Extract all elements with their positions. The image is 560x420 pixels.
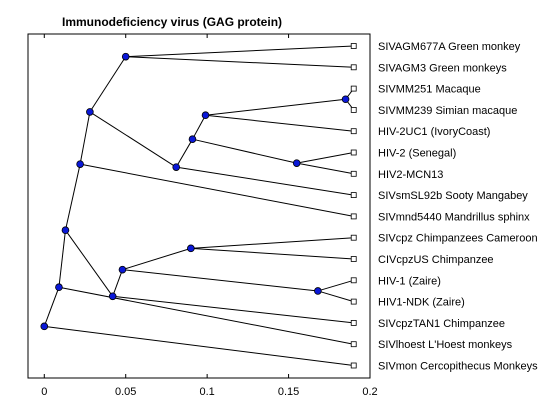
tree-edge: [175, 138, 193, 168]
leaf-marker: [350, 213, 357, 220]
leaf-label: SIVmon Cercopithecus Monkeys: [378, 361, 538, 373]
tree-edge: [65, 229, 114, 297]
tree-edge: [112, 295, 354, 324]
leaf-label: SIVlhoest L'Hoest monkeys: [378, 339, 513, 351]
leaf-label: HIV-2 (Senegal): [378, 148, 456, 160]
x-tick-label: 0.1: [199, 386, 214, 398]
internal-node-marker: [86, 108, 94, 116]
internal-node-marker: [121, 52, 130, 61]
x-tick-label: 0: [41, 386, 47, 398]
internal-node-marker: [118, 265, 127, 274]
leaf-marker: [350, 128, 357, 135]
tree-edge: [43, 287, 60, 327]
leaf-marker: [350, 298, 357, 305]
tree-edge: [190, 247, 354, 260]
leaf-label: HIV-1 (Zaire): [378, 275, 441, 287]
leaf-marker: [350, 192, 357, 199]
internal-node-marker: [201, 111, 210, 120]
tree-edge: [192, 114, 206, 140]
internal-node-marker: [61, 226, 70, 235]
leaf-labels: SIVAGM677A Green monkey SIVAGM3 Green mon…: [378, 41, 538, 373]
chart-title: Immunodeficiency virus (GAG protein): [62, 15, 282, 29]
x-tick-label: 0.15: [278, 386, 299, 398]
internal-node-marker: [187, 244, 195, 253]
tree-edge: [122, 247, 192, 271]
leaf-marker: [350, 170, 357, 177]
tree-edge: [58, 230, 66, 288]
tree-edge: [112, 269, 123, 297]
tree-edge: [190, 237, 354, 249]
leaf-marker: [350, 85, 357, 92]
leaf-label: SIVAGM677A Green monkey: [378, 41, 521, 53]
tree-edge: [80, 163, 354, 217]
leaf-label: CIVcpzUS Chimpanzee: [378, 254, 494, 266]
tree-edge: [205, 98, 346, 116]
leaf-label: SIVcpz Chimpanzees Cameroon: [378, 233, 538, 245]
internal-node-marker: [314, 287, 322, 295]
internal-node-marker: [55, 283, 63, 292]
x-axis-ticks: 0 0.05 0.1 0.15 0.2: [41, 34, 378, 398]
leaf-label: SIVsmSL92b Sooty Mangabey: [378, 190, 528, 202]
internal-node-marker: [341, 95, 350, 104]
plot-frame: [27, 33, 371, 379]
leaf-marker: [350, 319, 357, 326]
internal-node-marker: [40, 322, 49, 331]
tree-edge: [44, 325, 354, 366]
tree-edge: [205, 114, 354, 132]
tree-edge: [89, 56, 127, 113]
tree-edge: [317, 279, 354, 292]
leaf-label: HIV-2UC1 (IvoryCoast): [378, 126, 490, 138]
leaf-marker: [350, 256, 357, 262]
tree-edge: [125, 45, 354, 58]
tree-edge: [122, 269, 318, 292]
internal-node-marker: [76, 160, 84, 168]
internal-node-marker: [172, 163, 181, 171]
internal-node-marker: [188, 135, 197, 143]
leaf-label: SIVAGM3 Green monkeys: [378, 62, 507, 74]
x-tick-label: 0.2: [362, 386, 377, 398]
tree-edge: [89, 111, 177, 168]
tree-edge: [58, 286, 354, 345]
leaf-marker: [350, 43, 357, 49]
leaf-label: SIVMM251 Macaque: [378, 84, 481, 96]
internal-node-marker: [292, 159, 301, 167]
tree-edge: [192, 138, 297, 164]
leaf-marker: [350, 341, 357, 348]
leaf-label: HIV1-NDK (Zaire): [378, 297, 465, 309]
x-tick-label: 0.05: [115, 386, 136, 398]
tree-nodes: [40, 43, 357, 369]
tree-edge: [79, 111, 91, 165]
leaf-label: SIVMM239 Simian macaque: [378, 105, 517, 117]
leaf-marker: [350, 107, 357, 113]
tree-edge: [296, 162, 354, 175]
tree-edge: [125, 56, 354, 68]
internal-node-marker: [108, 292, 117, 301]
leaf-marker: [350, 64, 357, 71]
leaf-marker: [350, 362, 357, 369]
tree-edge: [176, 166, 354, 196]
leaf-marker: [350, 234, 357, 241]
tree-edges: [43, 45, 355, 366]
leaf-label: SIVcpzTAN1 Chimpanzee: [378, 318, 505, 330]
tree-edge: [64, 164, 81, 231]
leaf-marker: [350, 149, 357, 156]
leaf-label: HIV2-MCN13: [378, 169, 443, 181]
tree-edge: [296, 152, 354, 164]
leaf-label: SIVmnd5440 Mandrillus sphinx: [378, 211, 530, 223]
leaf-marker: [350, 277, 357, 284]
tree-edge: [317, 290, 354, 303]
